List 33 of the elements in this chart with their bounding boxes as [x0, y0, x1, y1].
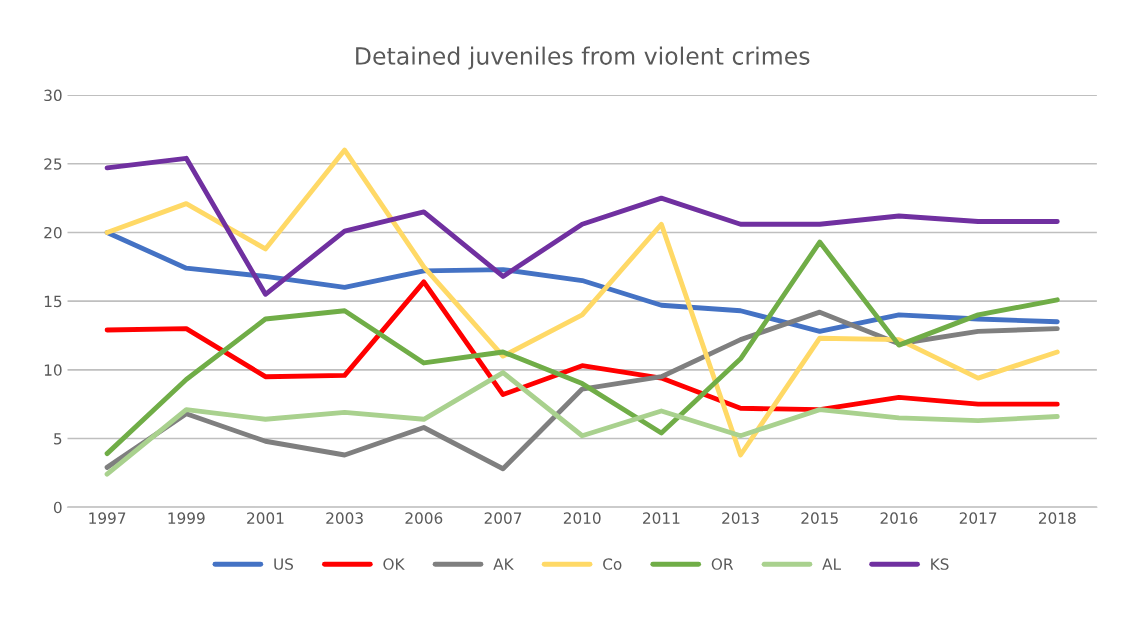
chart-title: Detained juveniles from violent crimes [356, 46, 810, 70]
line-series [104, 370, 1060, 477]
x-tick-label: 2018 [1038, 512, 1076, 524]
x-tick-label: 2011 [643, 512, 680, 524]
x-tick-label: 2007 [484, 512, 522, 524]
y-tick-label: 25 [44, 158, 62, 170]
legend-label: AK [493, 558, 514, 570]
x-tick-label: 2013 [722, 512, 759, 524]
y-tick-label: 30 [44, 89, 62, 102]
y-tick-label: 10 [44, 364, 62, 376]
y-tick-label: 15 [44, 295, 62, 308]
legend-label: KS [931, 558, 949, 570]
legend-label: OK [383, 558, 405, 570]
legend-label: US [274, 558, 294, 570]
legend-label: Co [603, 558, 622, 570]
x-tick-label: 2001 [247, 512, 284, 524]
line-series [104, 239, 1060, 457]
legend-label: OR [711, 558, 734, 570]
x-tick-label: 1999 [168, 512, 205, 524]
x-tick-label: 2010 [563, 512, 601, 524]
x-tick-label: 1997 [89, 512, 126, 524]
legend-label: AL [822, 558, 841, 570]
x-tick-label: 2016 [880, 512, 918, 524]
x-tick-label: 2017 [959, 512, 997, 524]
line-series [104, 147, 1060, 458]
y-tick-label: 5 [54, 433, 62, 445]
y-tick-label: 20 [44, 226, 62, 239]
line-series [104, 155, 1060, 297]
x-tick-label: 2003 [326, 512, 363, 524]
x-tick-label: 2015 [801, 512, 838, 524]
x-tick-label: 2006 [405, 512, 443, 524]
line-series [104, 279, 1060, 413]
y-tick-label: 0 [53, 501, 62, 514]
